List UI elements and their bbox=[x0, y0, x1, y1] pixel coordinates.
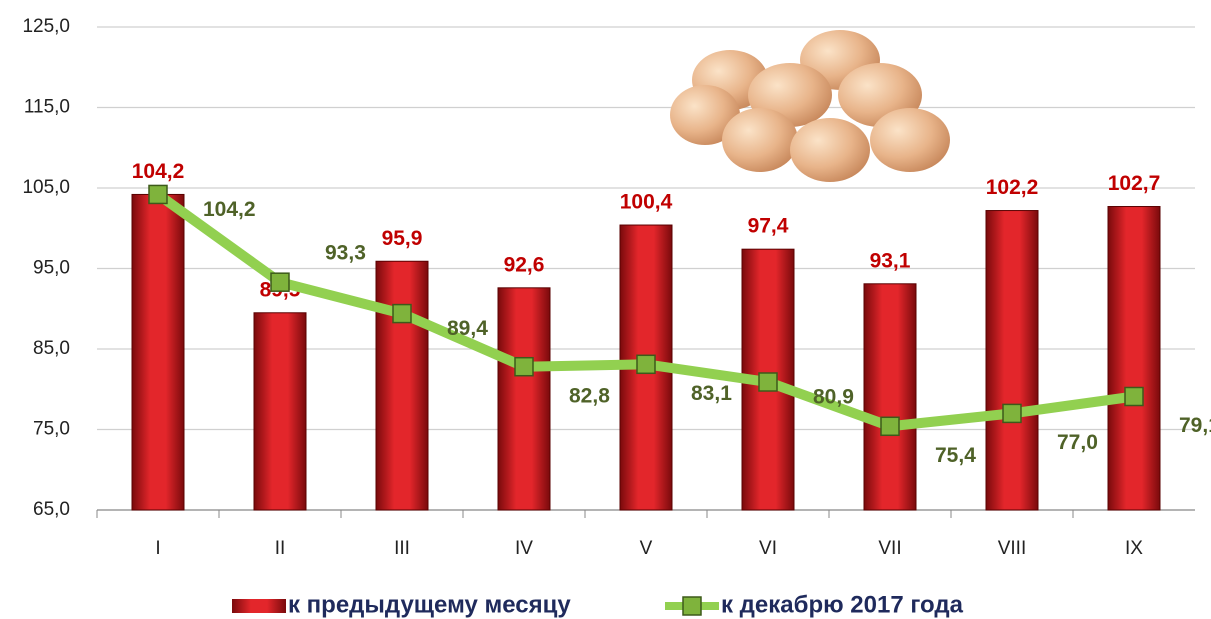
line-marker bbox=[637, 355, 655, 373]
bar bbox=[986, 211, 1038, 510]
page: 65,075,085,095,0105,0115,0125,0IIIIIIIVV… bbox=[0, 0, 1211, 619]
legend-marker bbox=[683, 597, 701, 615]
bar-value-label: 102,7 bbox=[1108, 172, 1161, 195]
bar bbox=[864, 284, 916, 510]
bar bbox=[132, 194, 184, 510]
line-value-label: 93,3 bbox=[325, 242, 366, 265]
line-marker bbox=[1003, 404, 1021, 422]
y-tick-label: 95,0 bbox=[33, 258, 70, 279]
x-tick-label: III bbox=[394, 538, 410, 559]
bar-value-label: 100,4 bbox=[620, 191, 673, 214]
legend-swatch bbox=[232, 599, 286, 613]
y-tick-label: 75,0 bbox=[33, 419, 70, 440]
line-value-label: 75,4 bbox=[935, 444, 976, 467]
line-value-label: 77,0 bbox=[1057, 431, 1098, 454]
bar-value-label: 104,2 bbox=[132, 160, 185, 183]
legend-label: к предыдущему месяцу bbox=[288, 591, 571, 618]
x-tick-label: VII bbox=[878, 538, 901, 559]
line-value-label: 104,2 bbox=[203, 198, 256, 221]
chart: 65,075,085,095,0105,0115,0125,0IIIIIIIVV… bbox=[0, 0, 1211, 619]
x-tick-label: VIII bbox=[998, 538, 1027, 559]
line-value-label: 80,9 bbox=[813, 386, 854, 409]
x-tick-label: II bbox=[275, 538, 286, 559]
bar bbox=[376, 261, 428, 510]
x-tick-label: I bbox=[155, 538, 160, 559]
x-tick-label: IV bbox=[515, 538, 533, 559]
line-value-label: 82,8 bbox=[569, 384, 610, 407]
line-marker bbox=[1125, 387, 1143, 405]
bar-value-label: 95,9 bbox=[382, 227, 423, 250]
legend-label: к декабрю 2017 года bbox=[721, 591, 964, 618]
line-marker bbox=[881, 417, 899, 435]
bar-value-label: 92,6 bbox=[504, 253, 545, 276]
eggs-picture bbox=[670, 30, 950, 182]
bar bbox=[498, 288, 550, 510]
line-marker bbox=[759, 373, 777, 391]
line-marker bbox=[271, 273, 289, 291]
line-marker bbox=[515, 358, 533, 376]
x-tick-label: IX bbox=[1125, 538, 1143, 559]
x-tick-label: VI bbox=[759, 538, 777, 559]
bar-value-label: 97,4 bbox=[748, 215, 789, 238]
line-marker bbox=[149, 185, 167, 203]
bar bbox=[1108, 207, 1160, 510]
bar bbox=[254, 313, 306, 510]
y-tick-label: 125,0 bbox=[22, 16, 70, 37]
bar-value-label: 93,1 bbox=[870, 249, 911, 272]
line-value-label: 83,1 bbox=[691, 382, 732, 405]
line-marker bbox=[393, 305, 411, 323]
bar-value-label: 102,2 bbox=[986, 176, 1039, 199]
line-value-label: 89,4 bbox=[447, 317, 488, 340]
y-tick-label: 85,0 bbox=[33, 338, 70, 359]
y-tick-label: 65,0 bbox=[33, 499, 70, 520]
line-value-label: 79,1 bbox=[1179, 414, 1211, 437]
y-tick-label: 105,0 bbox=[22, 177, 70, 198]
x-tick-label: V bbox=[640, 538, 653, 559]
y-tick-label: 115,0 bbox=[24, 97, 70, 118]
